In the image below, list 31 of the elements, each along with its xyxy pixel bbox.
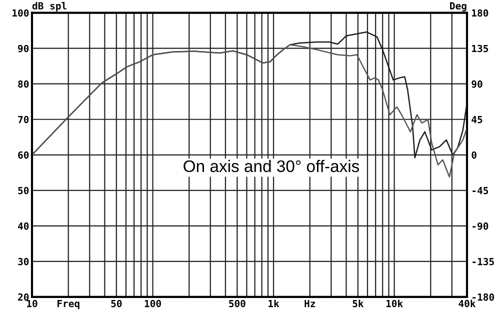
y-tick-label: 90 (18, 44, 29, 52)
y2-tick-label: 45 (472, 116, 482, 124)
x-tick-label: 100 (144, 300, 161, 308)
x-tick-label: 500 (229, 300, 246, 308)
y2-tick-label: 90 (472, 80, 482, 88)
y-tick-label: 60 (18, 151, 29, 159)
y2-axis-title: Deg (450, 2, 466, 12)
y-tick-label: 100 (12, 9, 29, 17)
y-tick-label: 70 (18, 116, 29, 124)
x-tick-label: 5k (352, 300, 364, 308)
y-axis-title: dB spl (32, 2, 66, 12)
x-tick-label: 10k (386, 300, 403, 308)
y-tick-label: 50 (18, 186, 29, 194)
x-tick-label: 40k (458, 300, 476, 308)
y2-tick-label: 0 (472, 151, 476, 159)
y-tick-label: 80 (18, 80, 29, 88)
x-tick-label: Hz (304, 300, 316, 308)
y2-tick-label: 135 (472, 44, 488, 52)
y2-tick-label: -45 (472, 187, 488, 194)
annotation: On axis and 30° off-axis (184, 160, 360, 172)
y-tick-label: 40 (18, 222, 29, 230)
x-tick-label: 10 (27, 300, 38, 308)
y-tick-label: 20 (18, 293, 29, 301)
y2-tick-label: -90 (472, 222, 488, 230)
x-tick-label: 50 (111, 300, 122, 308)
y2-tick-label: -135 (472, 258, 494, 266)
y2-tick-label: 180 (472, 9, 488, 17)
y2-tick-label: -180 (472, 293, 494, 301)
y-tick-label: 30 (18, 258, 29, 266)
x-tick-label: 1k (268, 300, 280, 308)
x-tick-label: Freq (58, 300, 80, 310)
